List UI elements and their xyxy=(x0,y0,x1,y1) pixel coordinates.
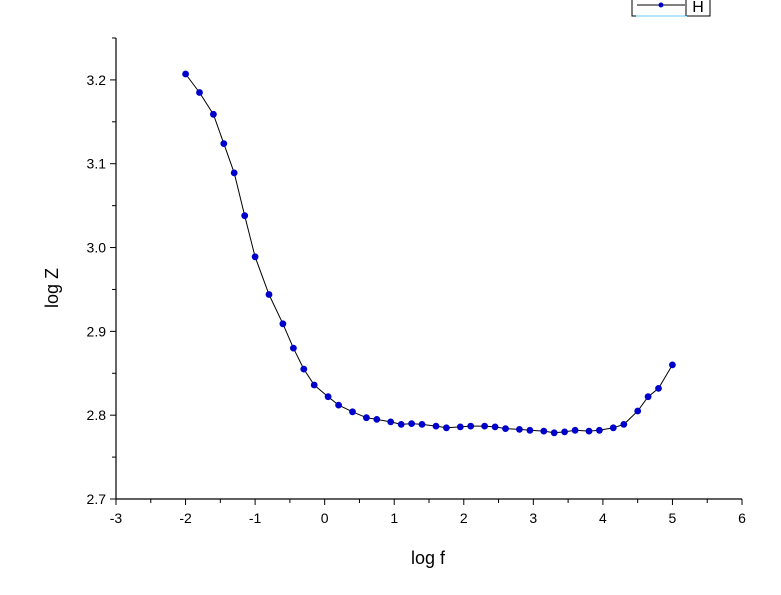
ticks: -3 -2 -1 0 1 2 3 4 5 6 2.7 2.8 2.9 3.0 3.1 3.2 xyxy=(87,37,746,526)
x-tick-label: 6 xyxy=(738,510,746,526)
x-tick-label: 5 xyxy=(669,510,677,526)
data-point xyxy=(609,424,617,432)
data-point xyxy=(596,426,603,434)
data-point xyxy=(634,407,642,415)
x-tick-label: -3 xyxy=(110,510,123,526)
data-point xyxy=(669,361,676,369)
data-point xyxy=(251,253,259,261)
data-point xyxy=(279,320,287,328)
data-point xyxy=(182,70,190,78)
data-point xyxy=(467,422,475,430)
data-point xyxy=(516,426,523,433)
data-point xyxy=(387,418,395,426)
data-point xyxy=(408,420,415,427)
data-point xyxy=(220,140,228,148)
data-point xyxy=(561,428,568,436)
series-layer xyxy=(182,70,676,437)
data-point xyxy=(456,423,464,431)
x-tick-label: -1 xyxy=(249,510,262,526)
data-point xyxy=(550,429,558,437)
x-tick-label: -2 xyxy=(179,510,192,526)
data-point xyxy=(241,212,249,220)
data-point xyxy=(335,401,342,409)
data-point xyxy=(502,425,509,432)
y-tick-label: 2.9 xyxy=(87,323,107,339)
y-tick-label: 2.8 xyxy=(87,407,107,423)
x-tick-label: 3 xyxy=(529,510,537,526)
series-line-0 xyxy=(185,73,673,434)
x-tick-label: 2 xyxy=(460,510,468,526)
legend-label-H: H xyxy=(692,0,704,16)
data-point xyxy=(620,421,628,428)
x-tick-label: 0 xyxy=(321,510,329,526)
y-tick-label: 2.7 xyxy=(87,491,107,507)
data-point xyxy=(373,416,381,423)
data-point xyxy=(300,365,308,373)
data-point xyxy=(363,414,370,422)
data-point xyxy=(230,169,238,177)
data-point xyxy=(481,422,488,430)
data-point xyxy=(310,381,318,389)
data-point xyxy=(210,110,217,118)
legend-sample-marker xyxy=(658,2,664,8)
data-point xyxy=(644,393,652,401)
x-tick-label: 4 xyxy=(599,510,607,526)
data-point xyxy=(290,344,297,352)
data-point xyxy=(265,291,273,298)
x-axis-title: log f xyxy=(411,548,446,568)
data-point xyxy=(196,89,203,96)
data-point xyxy=(571,426,579,434)
y-tick-label: 3.0 xyxy=(87,240,107,256)
data-point xyxy=(349,408,356,416)
data-point xyxy=(397,421,405,428)
axes xyxy=(115,38,742,500)
y-tick-label: 3.1 xyxy=(87,156,107,172)
data-point xyxy=(443,424,450,432)
x-tick-label: 1 xyxy=(390,510,398,526)
data-point xyxy=(418,421,426,428)
data-point xyxy=(585,427,593,435)
legend: H xyxy=(631,0,711,17)
data-point xyxy=(655,385,662,392)
y-tick-label: 3.2 xyxy=(87,72,107,88)
data-point xyxy=(540,427,548,435)
data-point xyxy=(432,422,440,430)
y-axis-title: log Z xyxy=(42,268,62,308)
data-point xyxy=(491,423,499,431)
data-point xyxy=(324,393,332,401)
data-point xyxy=(526,426,534,434)
